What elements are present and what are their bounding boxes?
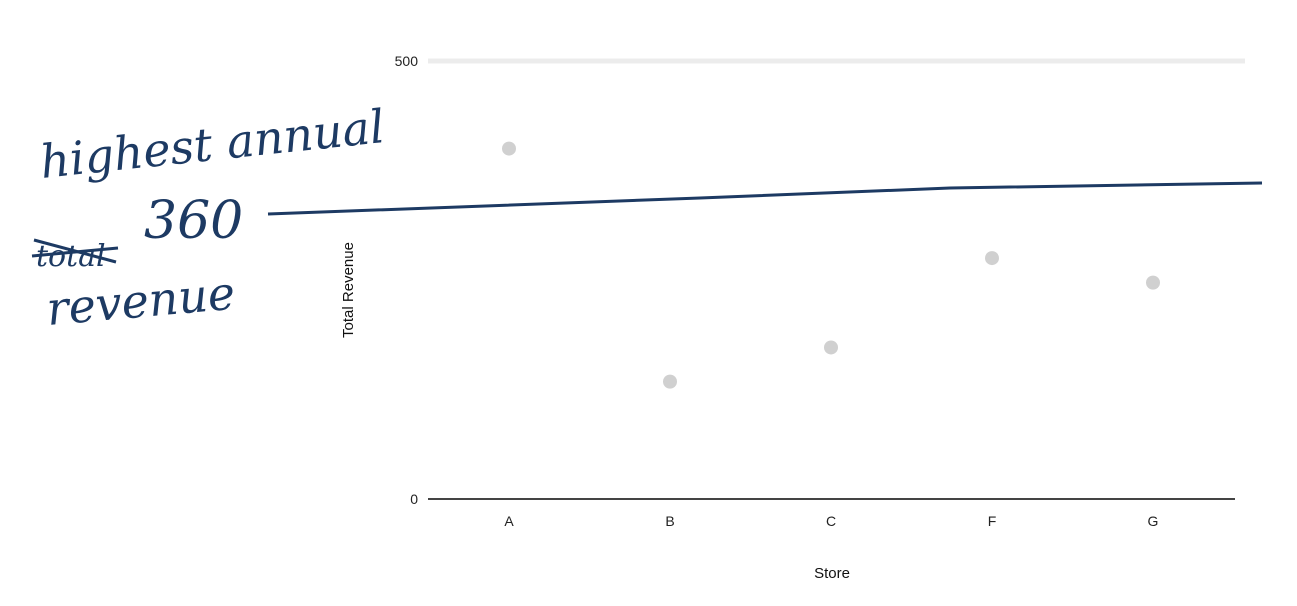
annotation-pointer-line: [267, 181, 1263, 216]
strike-line: [33, 238, 117, 264]
annotation-line-1: highest annual: [38, 99, 388, 189]
x-tick-label: C: [826, 513, 836, 529]
x-tick-label: F: [988, 513, 997, 529]
y-tick-label: 500: [395, 53, 419, 69]
data-point-c: [824, 340, 838, 355]
x-tick-label: A: [504, 513, 514, 529]
annotation-struck-word: total: [31, 238, 119, 274]
handwritten-annotation: highest annual total 360 revenue: [31, 99, 1263, 336]
y-tick-label: 0: [410, 491, 418, 507]
x-tick-label: G: [1148, 513, 1159, 529]
x-axis-title: Store: [814, 565, 850, 582]
data-point-g: [1146, 275, 1160, 290]
data-point-a: [502, 141, 516, 156]
y-axis-title: Total Revenue: [340, 242, 357, 338]
data-points: [502, 141, 1160, 389]
data-point-f: [985, 251, 999, 266]
annotation-value: 360: [144, 191, 243, 251]
annotation-line-4: revenue: [44, 266, 237, 336]
x-tick-label: B: [665, 513, 674, 529]
data-point-b: [663, 374, 677, 389]
